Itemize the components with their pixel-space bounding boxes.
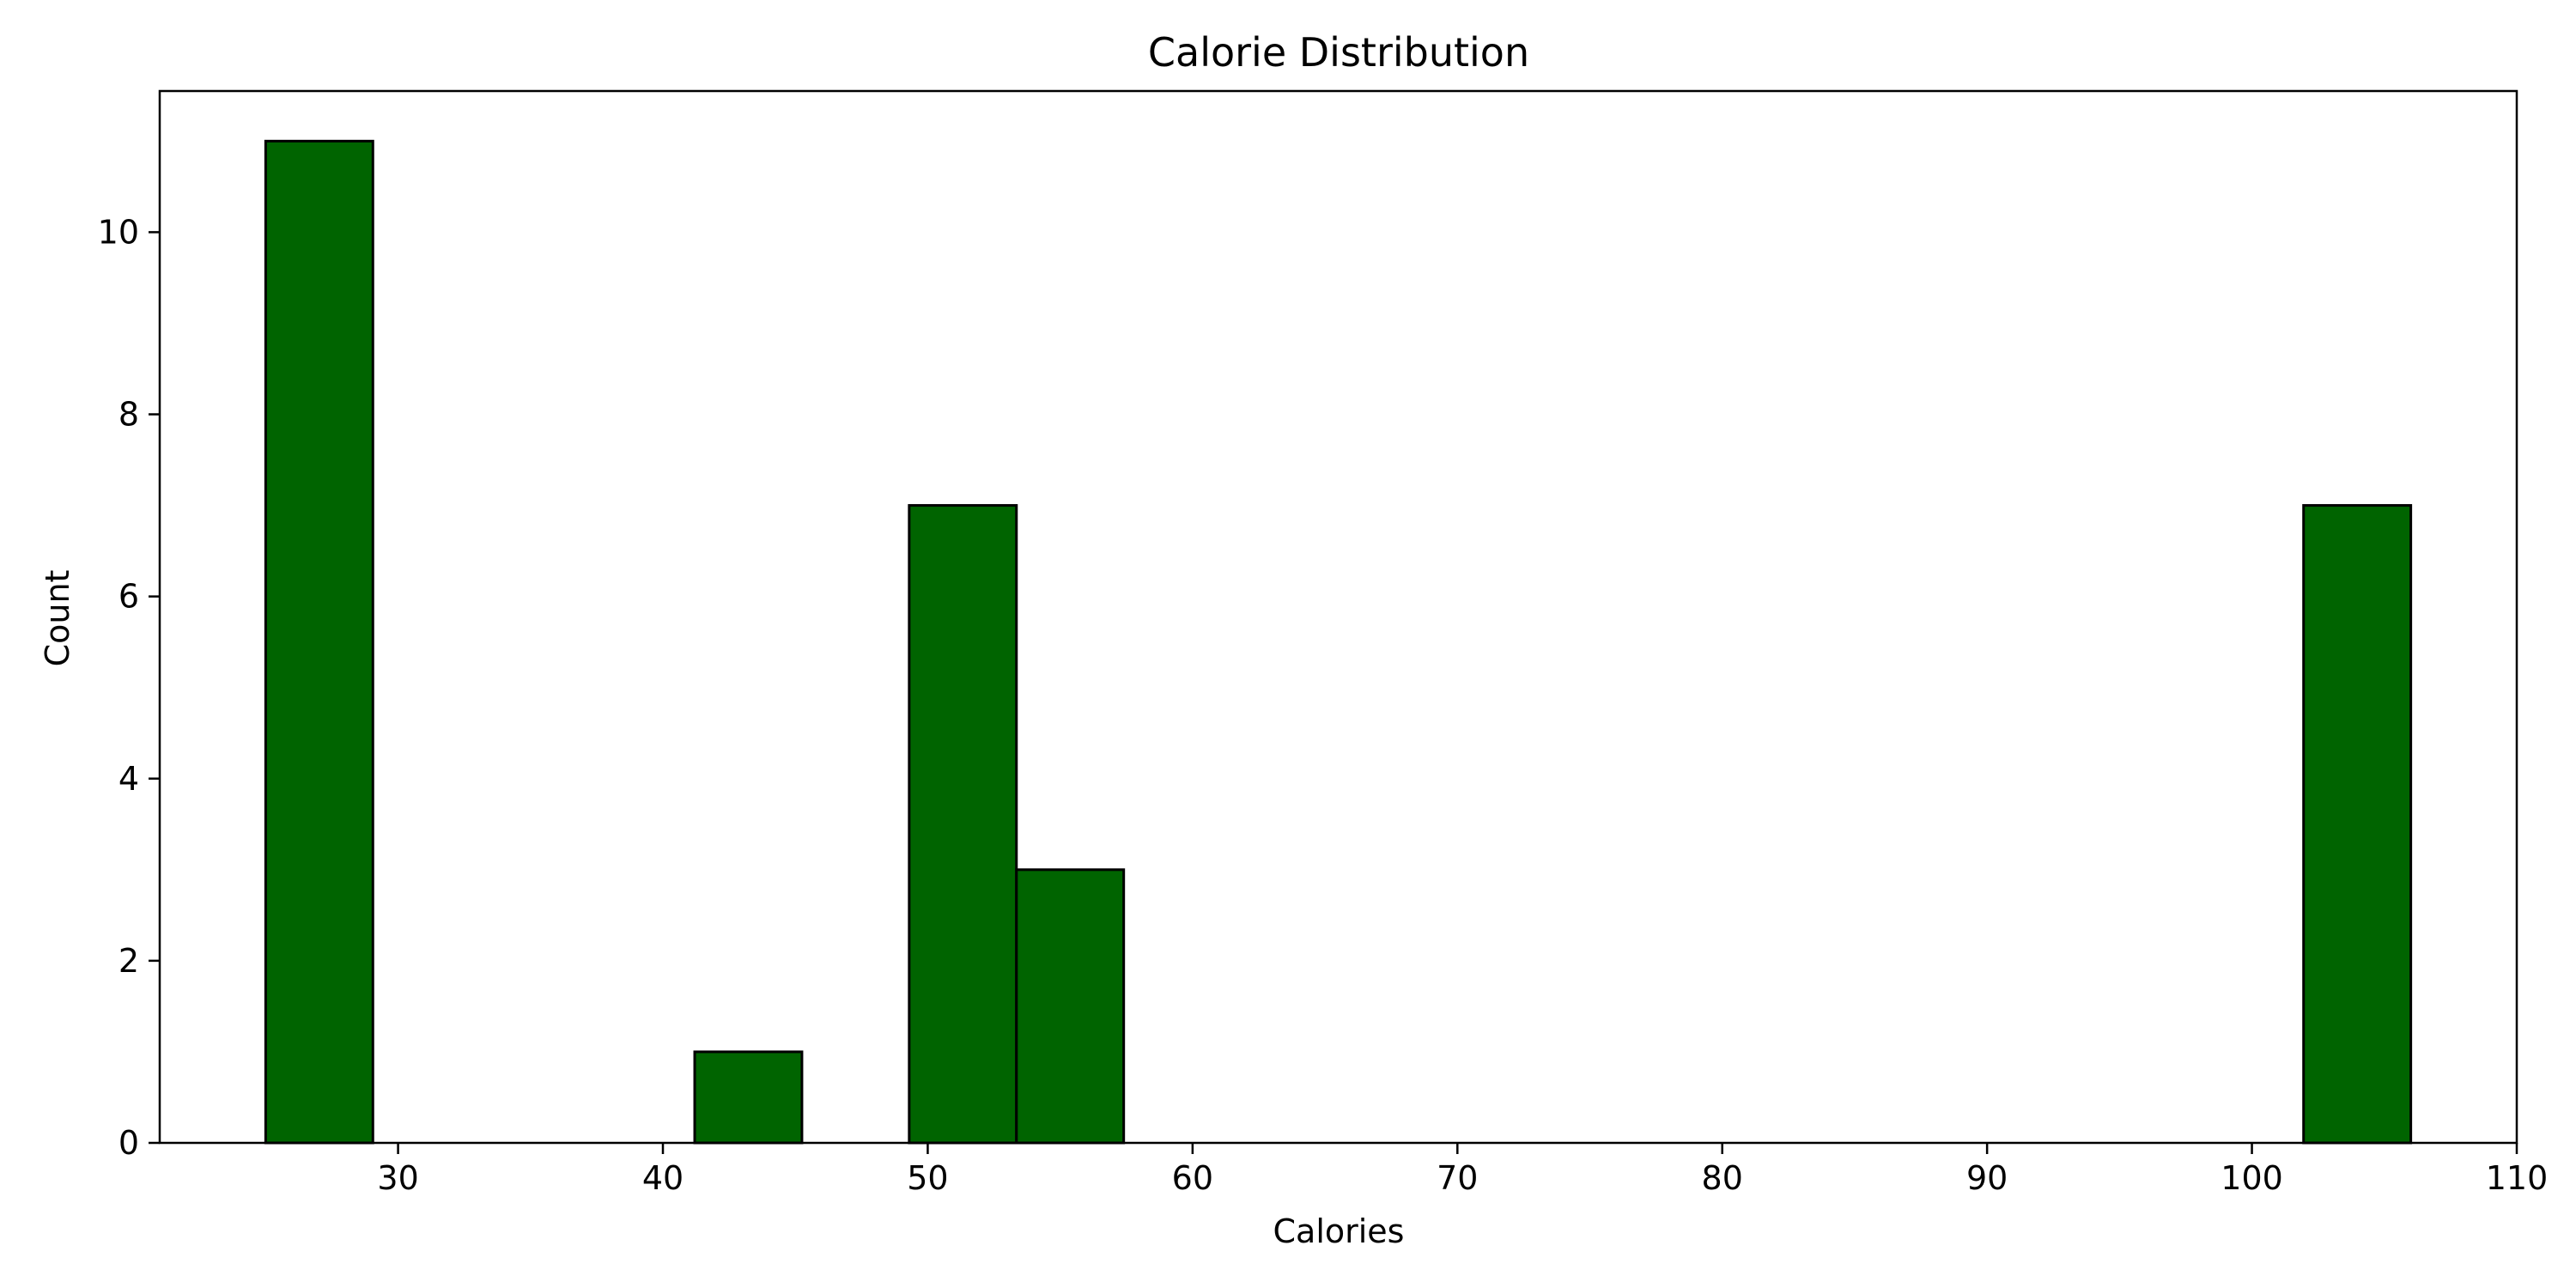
y-tick-label: 8 xyxy=(118,396,139,434)
histogram-bar xyxy=(908,504,1018,1145)
x-tick-label: 100 xyxy=(2221,1159,2283,1197)
x-tick-label: 50 xyxy=(907,1159,948,1197)
x-tick-label: 60 xyxy=(1172,1159,1213,1197)
y-axis-label: Count xyxy=(39,570,76,667)
x-axis-label: Calories xyxy=(1273,1212,1405,1250)
y-tick-label: 4 xyxy=(118,760,139,798)
y-tick-label: 0 xyxy=(118,1124,139,1162)
plot-frame xyxy=(158,89,2518,1145)
histogram-bar xyxy=(693,1050,804,1145)
y-tick-label: 6 xyxy=(118,578,139,616)
y-tick-label: 2 xyxy=(118,942,139,980)
histogram-bar xyxy=(264,139,374,1145)
x-tick-label: 80 xyxy=(1702,1159,1743,1197)
x-tick-label: 110 xyxy=(2486,1159,2549,1197)
histogram-bar xyxy=(2302,504,2413,1145)
y-tick-label: 10 xyxy=(98,213,139,251)
ticks-layer: 30 40 50 60 70 80 90 100 110 0 2 4 6 8 10 xyxy=(98,213,2549,1197)
x-tick-label: 70 xyxy=(1437,1159,1478,1197)
x-tick-label: 30 xyxy=(377,1159,418,1197)
x-tick-label: 90 xyxy=(1966,1159,2008,1197)
bars-layer xyxy=(264,139,2413,1145)
axes-layer xyxy=(158,89,2518,1145)
histogram-bar xyxy=(1015,868,1126,1145)
x-tick-label: 40 xyxy=(642,1159,683,1197)
chart-title: Calorie Distribution xyxy=(1148,29,1529,76)
